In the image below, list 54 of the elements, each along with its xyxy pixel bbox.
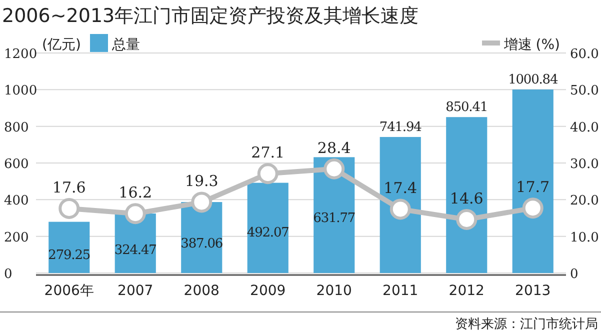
x-tick-label: 2009: [250, 283, 286, 299]
bar: [380, 136, 421, 273]
data-label: 1000.84: [508, 72, 558, 88]
y-tick-label: 1200: [4, 47, 38, 62]
chart-title: 2006~2013年江门市固定资产投资及其增长速度: [2, 5, 419, 27]
data-label: 27.1: [251, 144, 285, 162]
y2-tick-label: 40.0: [570, 120, 599, 136]
y-tick-label: 0: [4, 267, 12, 282]
y2-tick-label: 30.0: [570, 157, 599, 172]
data-label: 492.07: [246, 226, 290, 241]
data-label: 17.7: [516, 178, 550, 196]
x-tick-label: 2006年: [44, 283, 94, 299]
bar: [512, 90, 554, 273]
bar: [446, 117, 488, 273]
y-tick-label: 800: [4, 120, 29, 136]
y2-tick-label: 50.0: [570, 84, 599, 99]
y2-tick-label: 10.0: [570, 230, 599, 246]
data-label: 16.2: [118, 184, 152, 202]
point: [324, 158, 345, 180]
y2-axis-title: (%): [536, 37, 560, 53]
data-label: 19.3: [184, 172, 218, 190]
legend-label: 增速: [503, 37, 532, 53]
point: [257, 163, 278, 184]
y-axis-title: (亿元): [42, 37, 81, 53]
y-tick-label: 600: [4, 157, 29, 172]
point: [456, 208, 478, 230]
x-tick-label: 2011: [382, 283, 418, 299]
y2-tick-label: 20.0: [570, 194, 599, 209]
data-label: 17.6: [52, 178, 86, 196]
text: 资料来源：江门市统计局: [455, 316, 598, 332]
data-label: 324.47: [114, 243, 157, 258]
y2-tick-label: 0: [570, 267, 578, 282]
x-tick-label: 2012: [448, 283, 484, 299]
x-tick-label: 2013: [515, 283, 551, 299]
bar: [314, 157, 355, 273]
y2-tick-label: 60.0: [570, 47, 599, 62]
point: [191, 192, 212, 213]
x-tick-label: 2008: [184, 283, 220, 299]
data-label: 28.4: [317, 138, 351, 157]
data-label: 14.6: [450, 189, 484, 208]
point: [390, 198, 411, 220]
y-tick-label: 1000: [4, 84, 38, 99]
data-label: 17.4: [384, 179, 418, 198]
x-tick-label: 2010: [316, 283, 352, 299]
legend-label: 总量: [111, 37, 140, 53]
x-tick-label: 2007: [118, 283, 154, 299]
data-label: 850.41: [446, 100, 488, 116]
point: [522, 198, 544, 219]
y-tick-label: 400: [4, 194, 29, 209]
bar: [247, 182, 288, 273]
point: [124, 203, 146, 224]
data-label: 741.94: [379, 120, 422, 135]
point: [58, 198, 80, 219]
y-tick-label: 200: [4, 230, 29, 246]
